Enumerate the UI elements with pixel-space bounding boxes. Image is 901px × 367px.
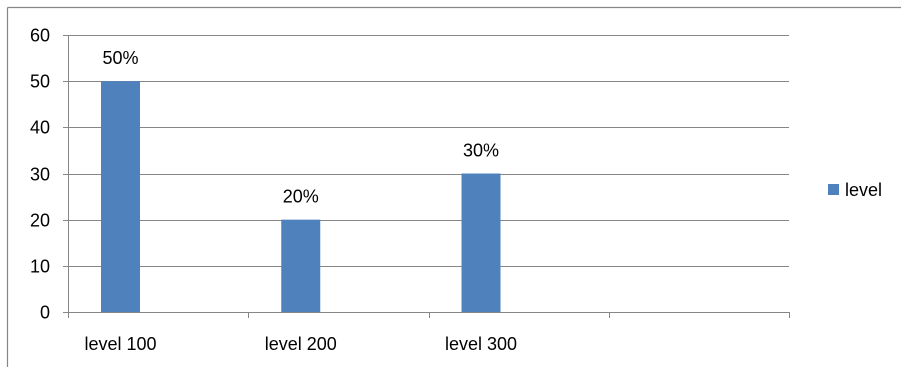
y-tick-label: 30 [30, 165, 50, 185]
bar-level-200 [281, 219, 321, 312]
x-tick-label: level 200 [265, 334, 337, 354]
legend-swatch [828, 184, 839, 195]
y-tick-label: 40 [30, 118, 50, 138]
data-label: 30% [463, 141, 499, 161]
data-label: 50% [102, 48, 138, 68]
y-tick-label: 20 [30, 211, 50, 231]
y-tick-label: 0 [40, 303, 50, 323]
data-label: 20% [283, 187, 319, 207]
y-tick-label: 10 [30, 257, 50, 277]
bar-level-300 [461, 173, 501, 312]
legend-label: level [845, 180, 882, 200]
bar-level-100 [101, 81, 140, 313]
x-tick-label: level 300 [445, 334, 517, 354]
x-tick-label: level 100 [84, 334, 156, 354]
y-tick-label: 50 [30, 72, 50, 92]
y-tick-label: 60 [30, 26, 50, 46]
